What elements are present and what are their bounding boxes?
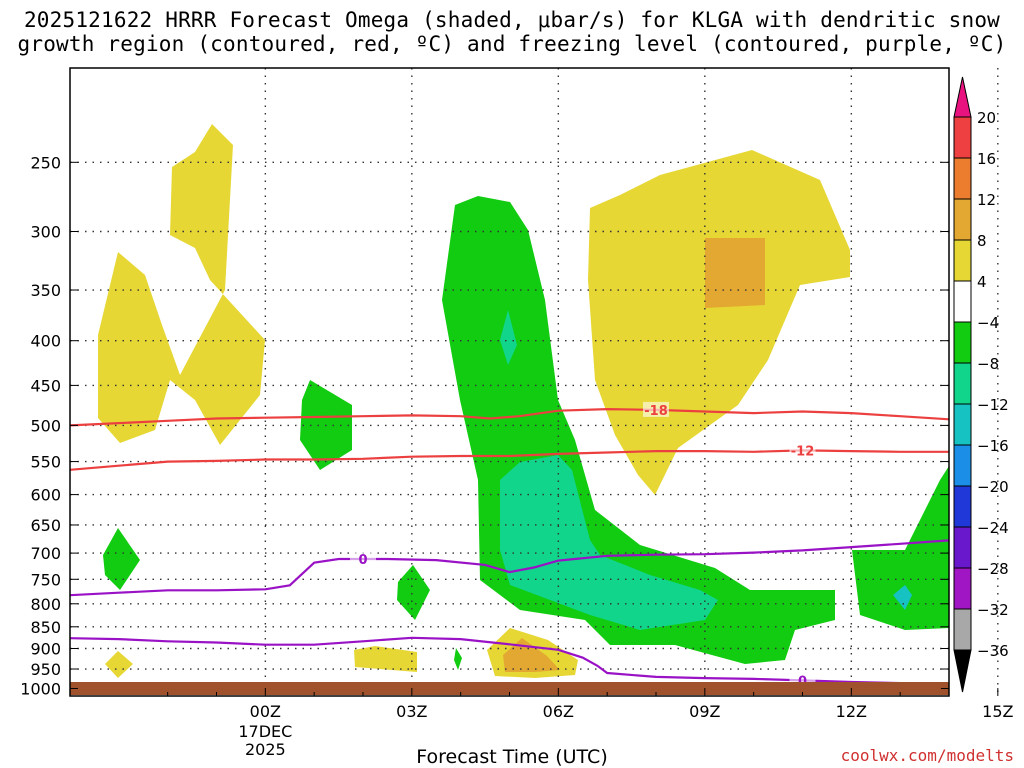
- y-tick-label: 950: [30, 660, 61, 679]
- omega-region-negative-7: [103, 528, 140, 590]
- contour-label-bg: [789, 442, 816, 458]
- colorbar-label: −8: [977, 355, 999, 373]
- y-tick-label: 650: [30, 516, 61, 535]
- omega-region-positive-5: [503, 638, 560, 672]
- y-tick-label: 300: [30, 223, 61, 242]
- y-tick-label: 600: [30, 486, 61, 505]
- y-tick-label: 550: [30, 453, 61, 472]
- omega-region-negative-3: [500, 310, 517, 365]
- y-tick-label: 900: [30, 639, 61, 658]
- colorbar-swatch: [953, 321, 972, 364]
- contour-line: [70, 407, 949, 427]
- y-tick-label: 850: [30, 618, 61, 637]
- omega-region-positive-6: [354, 646, 417, 672]
- omega-region-positive-3: [705, 238, 765, 308]
- omega-region-negative-6: [893, 585, 912, 610]
- chart-title: 2025121622 HRRR Forecast Omega (shaded, …: [0, 8, 1024, 56]
- y-tick-label: 750: [30, 570, 61, 589]
- colorbar-swatch: [953, 239, 972, 282]
- colorbar-swatch: [953, 444, 972, 487]
- contour-label: 0: [798, 674, 807, 689]
- colorbar-swatch: [953, 526, 972, 569]
- contour-line: [70, 449, 949, 471]
- colorbar-label: −12: [977, 396, 1009, 414]
- colorbar-swatch: [953, 608, 972, 651]
- x-tick-sublabel-year: 2025: [245, 740, 286, 759]
- colorbar-label: 8: [977, 232, 987, 250]
- x-tick-label: 15Z: [982, 702, 1013, 721]
- contour-line: [70, 539, 949, 597]
- x-tick-label: 03Z: [396, 702, 427, 721]
- x-tick-label: 12Z: [836, 702, 867, 721]
- y-tick-label: 250: [30, 153, 61, 172]
- y-tick-label: 800: [30, 595, 61, 614]
- colorbar-label: −20: [977, 478, 1009, 496]
- colorbar-swatch: [953, 362, 972, 405]
- y-tick-label: 700: [30, 544, 61, 563]
- omega-region-positive-7: [105, 651, 133, 678]
- omega-region-negative-2: [500, 455, 718, 630]
- x-tick-sublabel-date: 17DEC: [238, 722, 292, 741]
- colorbar-swatch: [953, 280, 972, 323]
- colorbar-label: −36: [977, 642, 1009, 660]
- contour-label: -12: [791, 444, 815, 459]
- colorbar-label: −28: [977, 560, 1009, 578]
- colorbar-arrow-bottom: [953, 649, 972, 693]
- colorbar-label: −24: [977, 519, 1009, 537]
- y-tick-label: 1000: [20, 679, 61, 698]
- y-axis: 250 300 350 400 450 500 550 600 650 700 750 800 850 9…: [20, 153, 949, 698]
- y-tick-label: 450: [30, 376, 61, 395]
- colorbar-label: −4: [977, 314, 999, 332]
- contours: -18 -12 0 0: [70, 401, 949, 689]
- colorbar-label: 4: [977, 273, 987, 291]
- omega-region-negative-8: [397, 565, 430, 620]
- colorbar-swatch: [953, 567, 972, 610]
- colorbar-label: 12: [977, 191, 996, 209]
- chart-title-line-2: growth region (contoured, red, ºC) and f…: [17, 32, 1007, 56]
- contour-label: 0: [358, 553, 367, 568]
- contour-label-bg: [350, 551, 376, 567]
- ground-bar: [70, 682, 949, 695]
- colorbar-swatch: [953, 157, 972, 200]
- x-tick-label: 09Z: [689, 702, 720, 721]
- colorbar-swatch: [953, 116, 972, 159]
- y-tick-label: 400: [30, 332, 61, 351]
- shaded-omega: [98, 124, 949, 678]
- y-tick-label: 500: [30, 416, 61, 435]
- omega-region-negative-9: [454, 648, 462, 670]
- colorbar-label: −32: [977, 601, 1009, 619]
- contour-label: -18: [644, 404, 668, 419]
- colorbar: 20 16 12 8 4 −4 −8 −12 −16 −20 −24 −28 −32 −36: [953, 76, 1009, 693]
- colorbar-label: 20: [977, 109, 996, 127]
- omega-region-negative-5: [852, 466, 949, 630]
- y-tick-label: 350: [30, 281, 61, 300]
- colorbar-label: −16: [977, 437, 1009, 455]
- x-tick-label: 06Z: [543, 702, 574, 721]
- omega-region-positive-1: [98, 124, 265, 445]
- x-axis-label: Forecast Time (UTC): [416, 746, 608, 768]
- colorbar-arrow-top: [953, 76, 972, 118]
- colorbar-swatch: [953, 198, 972, 241]
- chart-title-line-1: 2025121622 HRRR Forecast Omega (shaded, …: [23, 8, 1001, 32]
- credit-link[interactable]: coolwx.com/modelts: [840, 746, 1014, 765]
- contour-label-bg: [643, 401, 669, 417]
- x-tick-label: 00Z: [250, 702, 281, 721]
- colorbar-label: 16: [977, 150, 996, 168]
- colorbar-swatch: [953, 403, 972, 446]
- colorbar-swatch: [953, 485, 972, 528]
